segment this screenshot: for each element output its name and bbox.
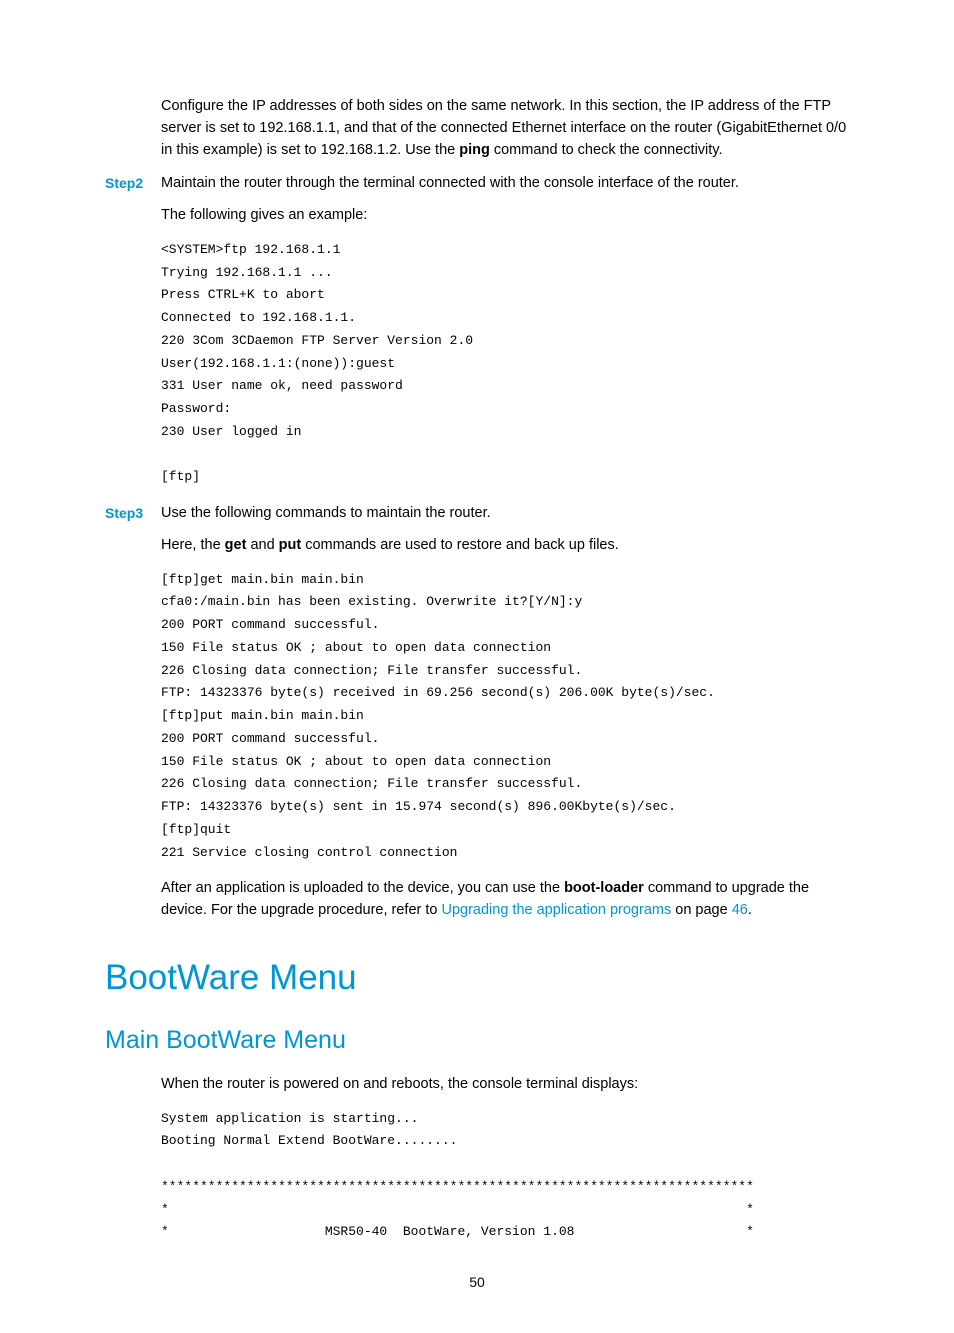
intro-post: command to check the connectivity.: [490, 142, 723, 158]
step2-text: Maintain the router through the terminal…: [161, 173, 849, 195]
intro-bold: ping: [459, 142, 490, 158]
after-link[interactable]: Upgrading the application programs: [442, 902, 672, 918]
step2-label: Step2: [105, 173, 161, 195]
step3-code: [ftp]get main.bin main.bin cfa0:/main.bi…: [105, 569, 849, 865]
step3-label: Step3: [105, 503, 161, 525]
step3-mid: and: [246, 537, 278, 553]
step2-example-intro: The following gives an example:: [105, 205, 849, 227]
step2-row: Step2 Maintain the router through the te…: [105, 173, 849, 195]
step3-row: Step3 Use the following commands to main…: [105, 503, 849, 525]
step3-b1: get: [225, 537, 247, 553]
step3-text: Use the following commands to maintain t…: [161, 503, 849, 525]
intro-paragraph: Configure the IP addresses of both sides…: [105, 96, 849, 161]
after-paragraph: After an application is uploaded to the …: [105, 878, 849, 922]
after-bold: boot-loader: [564, 880, 644, 896]
after-pagenum[interactable]: 46: [732, 902, 748, 918]
after-post: .: [748, 902, 752, 918]
after-pre: After an application is uploaded to the …: [161, 880, 564, 896]
boot-code: System application is starting... Bootin…: [105, 1108, 849, 1245]
step3-b2: put: [279, 537, 302, 553]
step3-post: commands are used to restore and back up…: [301, 537, 619, 553]
step3-pre: Here, the: [161, 537, 225, 553]
boot-intro: When the router is powered on and reboot…: [105, 1074, 849, 1096]
h1-bootware-menu: BootWare Menu: [105, 952, 849, 1005]
step2-code: <SYSTEM>ftp 192.168.1.1 Trying 192.168.1…: [105, 239, 849, 489]
step3-para: Here, the get and put commands are used …: [105, 535, 849, 557]
h2-main-bootware-menu: Main BootWare Menu: [105, 1022, 849, 1060]
after-onpage: on page: [671, 902, 731, 918]
page-number: 50: [105, 1272, 849, 1293]
